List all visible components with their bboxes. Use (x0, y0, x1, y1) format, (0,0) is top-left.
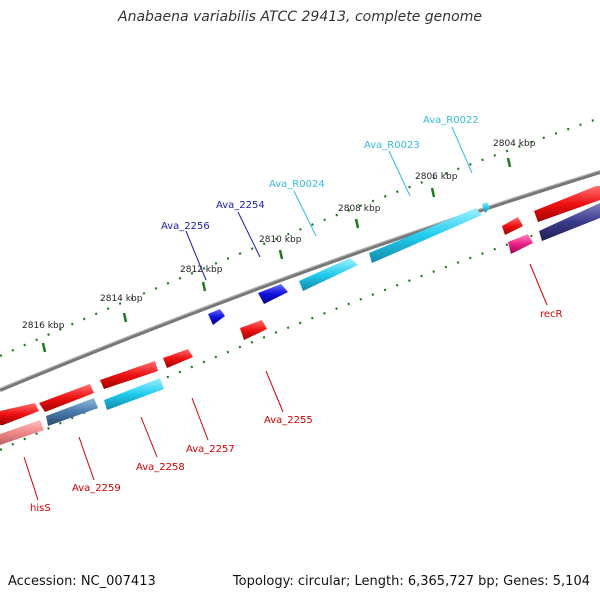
outer-scale-ring (0, 116, 600, 358)
gene-ava-r0024 (299, 258, 358, 291)
tick-mark (354, 218, 360, 229)
tick-label: 2814 kbp (100, 294, 143, 304)
leader-line (529, 263, 548, 306)
gene-ava-2259 (46, 398, 98, 426)
gene-ava-2256 (208, 309, 225, 325)
tick-label: 2816 kbp (22, 321, 65, 331)
gene-label-ava-r0024: Ava_R0024 (269, 179, 325, 190)
gene-red-left (0, 403, 39, 425)
gene-red-recR-upper (502, 217, 523, 235)
leader-line (237, 211, 261, 258)
gene-ava-r0023 (369, 208, 482, 263)
outer-labels: Ava_2256 Ava_2254 Ava_R0024 Ava_R0023 Av… (161, 115, 479, 281)
tick-label: 2808 kbp (338, 204, 381, 214)
genome-backbone-highlight (0, 170, 600, 389)
leader-line (265, 370, 284, 413)
tick-label: 2812 kbp (180, 265, 223, 275)
leader-line (191, 397, 209, 441)
scale-ticks: 2816 kbp 2814 kbp 2812 kbp 2810 kbp 2808… (22, 139, 536, 353)
leader-line (388, 150, 411, 197)
gene-ava-2254 (258, 284, 288, 304)
accession-text: Accession: NC_007413 (8, 574, 156, 589)
gene-label-ava-2255: Ava_2255 (264, 415, 313, 426)
scale-tick-2814: 2814 kbp (100, 294, 143, 323)
tick-label: 2804 kbp (493, 139, 536, 149)
leader-line (293, 190, 317, 237)
scale-tick-2806: 2806 kbp (415, 172, 458, 198)
gene-recR (508, 234, 533, 254)
scale-tick-2808: 2808 kbp (338, 204, 381, 229)
scale-tick-2804: 2804 kbp (493, 139, 536, 168)
tick-mark (41, 342, 47, 353)
gene-ava-2255 (240, 320, 267, 340)
leader-line (451, 126, 473, 174)
gene-label-ava-r0022: Ava_R0022 (423, 115, 479, 126)
gene-ava-r0022 (482, 202, 490, 213)
gene-navy-right (539, 203, 600, 241)
genome-stats-text: Topology: circular; Length: 6,365,727 bp… (232, 574, 590, 589)
leader-line (23, 456, 39, 501)
gene-ava-2258 (104, 378, 164, 410)
genome-backbone (0, 170, 600, 392)
scale-tick-2816: 2816 kbp (22, 321, 65, 353)
map-title: Anabaena variabilis ATCC 29413, complete… (118, 9, 482, 25)
gene-red-2 (39, 384, 94, 412)
gene-label-recR: recR (540, 309, 563, 320)
reverse-genes (0, 186, 600, 445)
leader-line (78, 436, 95, 481)
leader-line (140, 416, 158, 458)
scale-tick-2812: 2812 kbp (180, 265, 223, 292)
tick-mark (506, 157, 512, 168)
tick-label: 2810 kbp (259, 235, 302, 245)
forward-genes (208, 202, 490, 325)
gene-label-ava-r0023: Ava_R0023 (364, 140, 420, 151)
leader-line (185, 230, 207, 281)
gene-red-right (534, 186, 600, 222)
gene-label-ava-2254: Ava_2254 (216, 200, 265, 211)
gene-red-3 (100, 361, 158, 389)
tick-mark (278, 249, 284, 260)
gene-label-ava-2258: Ava_2258 (136, 462, 185, 473)
scale-tick-2810: 2810 kbp (259, 235, 302, 260)
gene-label-hisS: hisS (30, 503, 51, 514)
gene-label-ava-2259: Ava_2259 (72, 483, 121, 494)
tick-mark (122, 312, 128, 323)
tick-label: 2806 kbp (415, 172, 458, 182)
gene-label-ava-2256: Ava_2256 (161, 221, 210, 232)
tick-mark (201, 281, 207, 292)
gene-ava-2257 (163, 349, 193, 368)
gene-label-ava-2257: Ava_2257 (186, 444, 235, 455)
tick-mark (430, 187, 436, 198)
gene-hisS (0, 420, 44, 445)
inner-labels: hisS Ava_2259 Ava_2258 Ava_2257 Ava_2255… (23, 263, 563, 514)
